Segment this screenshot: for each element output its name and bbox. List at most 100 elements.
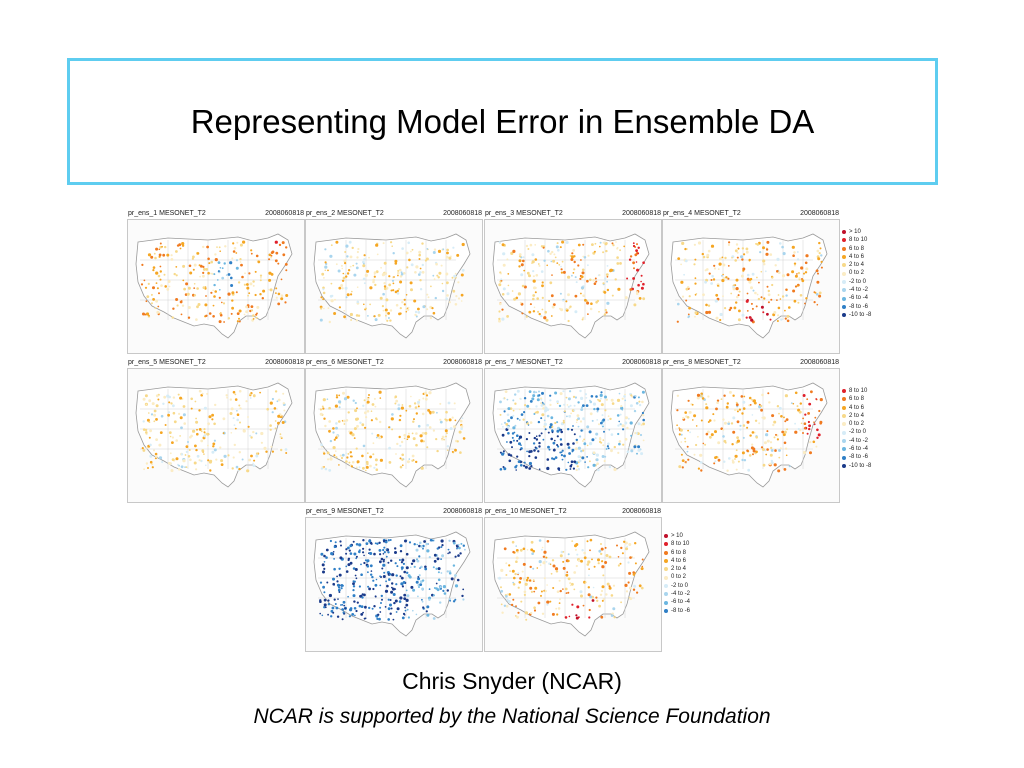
station-dot — [153, 420, 156, 423]
station-dot — [510, 251, 514, 255]
station-dot — [196, 428, 198, 431]
station-dot — [451, 276, 454, 279]
station-dot — [502, 466, 505, 468]
station-dot — [144, 286, 148, 289]
legend-item: -10 to -8 — [842, 462, 871, 470]
station-dot — [770, 446, 773, 449]
station-dot — [412, 588, 416, 592]
station-dot — [607, 419, 609, 421]
station-dot — [214, 290, 217, 293]
station-dot — [761, 448, 765, 451]
station-dot — [728, 241, 731, 244]
station-dot — [598, 604, 601, 608]
station-dot — [573, 404, 576, 407]
station-dot — [415, 432, 418, 435]
station-dot — [278, 243, 282, 247]
station-dot — [694, 282, 697, 285]
station-dot — [745, 250, 749, 254]
station-dot — [342, 419, 346, 423]
station-dot — [432, 251, 436, 254]
station-dot — [678, 427, 680, 429]
station-dot — [696, 396, 700, 400]
station-dot — [349, 451, 352, 454]
station-dot — [229, 261, 233, 265]
station-dot — [327, 269, 329, 272]
station-dot — [429, 538, 433, 542]
station-dot — [572, 249, 575, 252]
station-dot — [378, 617, 381, 621]
station-dot — [419, 267, 422, 270]
station-dot — [366, 410, 370, 413]
station-dot — [388, 275, 391, 278]
station-dot — [624, 437, 628, 441]
station-dot — [732, 416, 736, 420]
station-dot — [512, 598, 515, 601]
station-dot — [342, 608, 345, 611]
station-dot — [347, 563, 351, 567]
station-dot — [510, 416, 513, 420]
station-dot — [448, 598, 451, 601]
station-dot — [577, 425, 580, 428]
station-dot — [570, 460, 574, 463]
station-dot — [727, 421, 730, 423]
station-dot — [373, 315, 376, 318]
station-dot — [398, 600, 402, 603]
station-dot — [680, 453, 683, 456]
station-dot — [441, 554, 445, 558]
station-dot — [593, 250, 596, 253]
station-dot — [768, 401, 771, 404]
station-dot — [417, 424, 421, 428]
station-dot — [380, 602, 382, 604]
station-dot — [283, 409, 286, 412]
station-dot — [343, 310, 345, 312]
station-dot — [589, 400, 593, 404]
station-dot — [356, 250, 359, 254]
station-dot — [515, 556, 519, 560]
station-dot — [418, 273, 421, 276]
station-dot — [181, 304, 185, 307]
station-dot — [686, 445, 689, 448]
station-dot — [375, 463, 378, 466]
station-dot — [345, 548, 348, 551]
state-borders — [497, 240, 635, 320]
station-dot — [818, 294, 822, 298]
station-dot — [448, 256, 452, 260]
station-dot — [322, 407, 325, 410]
station-dot — [355, 555, 358, 558]
map-panel: pr_ens_1 MESONET_T2 2008060818 — [127, 208, 305, 354]
station-dot — [456, 253, 460, 257]
station-dot — [235, 465, 239, 469]
station-dot — [582, 604, 585, 607]
station-dot — [362, 277, 366, 281]
station-dot — [598, 399, 601, 403]
station-dot — [448, 301, 451, 304]
station-dot — [636, 452, 638, 455]
station-dot — [364, 273, 368, 277]
station-dot — [820, 260, 823, 263]
station-dot — [328, 593, 332, 598]
station-dot — [239, 261, 242, 263]
station-dot — [776, 257, 780, 261]
station-dot — [549, 423, 553, 427]
station-dot — [600, 543, 602, 545]
station-dot — [816, 428, 819, 432]
legend-swatch — [842, 271, 846, 276]
legend-item: -4 to -2 — [664, 590, 690, 598]
station-dot — [323, 598, 327, 602]
station-dot — [766, 448, 769, 451]
station-dot — [553, 448, 556, 451]
station-dot — [408, 541, 412, 544]
legend-item: 0 to 2 — [842, 269, 871, 277]
station-dot — [366, 269, 370, 273]
legend-item: 4 to 6 — [842, 253, 871, 261]
station-dot — [395, 453, 397, 455]
station-dot — [451, 450, 454, 453]
station-dot — [684, 259, 688, 263]
station-dot — [382, 309, 385, 312]
station-dot — [786, 428, 789, 431]
station-dot — [195, 318, 198, 321]
station-dot — [804, 261, 808, 265]
station-dot — [369, 303, 371, 306]
station-dot — [338, 400, 342, 404]
station-dot — [195, 417, 197, 420]
